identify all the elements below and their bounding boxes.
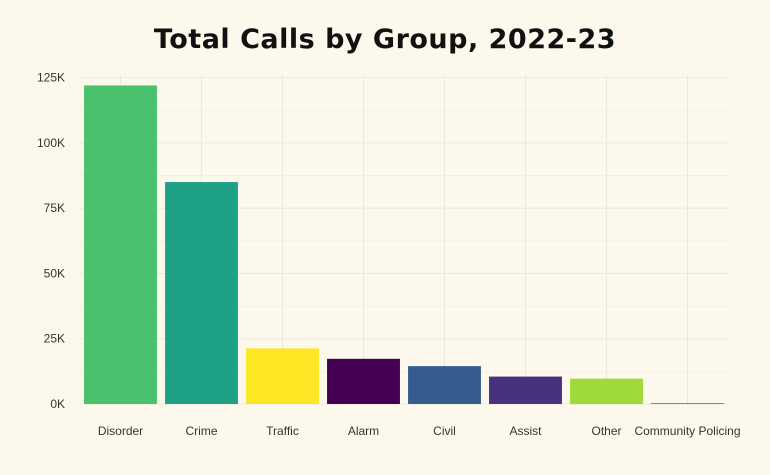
bar-civil (408, 366, 481, 404)
y-tick-label: 25K (44, 332, 65, 346)
bar-disorder (84, 85, 157, 404)
x-tick-label: Crime (186, 424, 218, 438)
x-tick-label: Assist (509, 424, 542, 438)
y-tick-label: 75K (44, 201, 65, 215)
bar-community-policing (651, 403, 724, 404)
y-tick-label: 125K (37, 71, 65, 85)
x-tick-label: Other (591, 424, 621, 438)
y-tick-label: 0K (50, 397, 65, 411)
bar-layer (84, 85, 724, 404)
x-tick-label: Civil (433, 424, 456, 438)
y-tick-label: 50K (44, 266, 65, 280)
chart-title: Total Calls by Group, 2022-23 (153, 24, 617, 55)
x-axis-ticks: Disorder Crime Traffic Alarm Civil Assist Othe… (98, 424, 741, 438)
bar-alarm (327, 358, 400, 404)
bar-other (570, 378, 643, 404)
y-tick-label: 100K (37, 136, 65, 150)
bar-crime (165, 182, 238, 404)
bar-assist (489, 376, 562, 404)
x-tick-label: Community Policing (634, 424, 740, 438)
x-tick-label: Alarm (348, 424, 379, 438)
bar-traffic (246, 348, 319, 404)
y-axis-ticks: 0K 25K 50K 75K 100K 125K (37, 71, 65, 411)
x-tick-label: Traffic (266, 424, 299, 438)
x-tick-label: Disorder (98, 424, 143, 438)
